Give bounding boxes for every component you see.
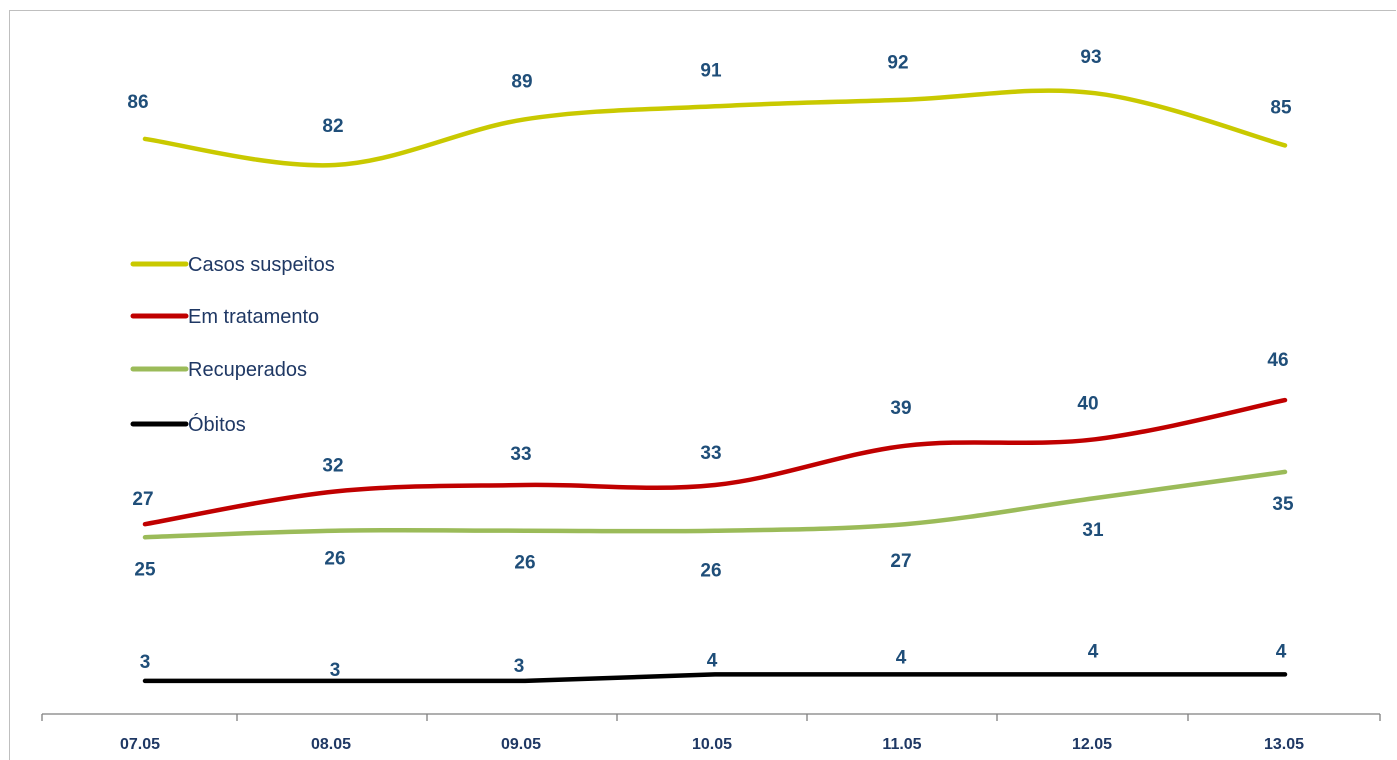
data-label: 27 <box>132 489 153 510</box>
data-label: 89 <box>511 71 532 92</box>
legend: Casos suspeitos Em tratamento Recuperados Ó… <box>130 254 335 436</box>
legend-label: Óbitos <box>188 413 246 436</box>
x-tick-label: 13.05 <box>1264 736 1304 753</box>
x-tick-label: 09.05 <box>501 736 541 753</box>
legend-label: Casos suspeitos <box>188 254 335 276</box>
data-label: 86 <box>127 92 148 113</box>
data-label: 92 <box>887 53 908 74</box>
data-label: 25 <box>134 559 156 580</box>
x-tick-label: 11.05 <box>882 736 921 753</box>
x-axis: 07.05 08.05 09.05 10.05 11.05 12.05 13.05 <box>41 713 1381 753</box>
data-label: 31 <box>1082 520 1104 541</box>
x-tick-label: 12.05 <box>1072 736 1112 753</box>
data-label: 46 <box>1267 350 1288 371</box>
data-label: 91 <box>700 60 722 81</box>
x-tick-label: 10.05 <box>692 736 732 753</box>
data-label: 33 <box>510 444 531 465</box>
data-label: 3 <box>330 660 341 681</box>
data-label: 4 <box>1088 641 1099 662</box>
data-label: 82 <box>322 116 343 137</box>
data-label: 27 <box>890 551 911 572</box>
data-label: 4 <box>707 650 718 671</box>
data-label: 4 <box>1276 641 1287 662</box>
legend-label: Em tratamento <box>188 306 319 328</box>
legend-label: Recuperados <box>188 359 307 381</box>
data-label: 93 <box>1080 47 1101 68</box>
series-line-0 <box>142 88 1288 168</box>
data-label: 26 <box>700 561 721 582</box>
legend-item: Em tratamento <box>130 306 319 328</box>
data-label: 39 <box>890 398 911 419</box>
data-label: 32 <box>322 456 343 477</box>
legend-item: Casos suspeitos <box>130 254 335 276</box>
x-tick-label: 07.05 <box>120 736 160 753</box>
series-line-2 <box>142 469 1288 540</box>
data-label: 26 <box>514 553 535 574</box>
series-lines <box>142 88 1288 684</box>
data-label: 35 <box>1272 494 1294 515</box>
data-label: 40 <box>1077 393 1098 414</box>
legend-item: Óbitos <box>130 413 246 436</box>
data-label: 85 <box>1270 97 1292 118</box>
data-label: 3 <box>140 652 151 673</box>
series-line-3 <box>142 672 1288 684</box>
data-label: 3 <box>514 656 525 677</box>
data-label: 33 <box>700 443 721 464</box>
x-tick-label: 08.05 <box>311 736 351 753</box>
series-line-1 <box>142 397 1288 527</box>
legend-item: Recuperados <box>130 359 307 381</box>
data-label: 26 <box>324 549 345 570</box>
chart-frame <box>9 10 1396 760</box>
data-label: 4 <box>896 647 907 668</box>
